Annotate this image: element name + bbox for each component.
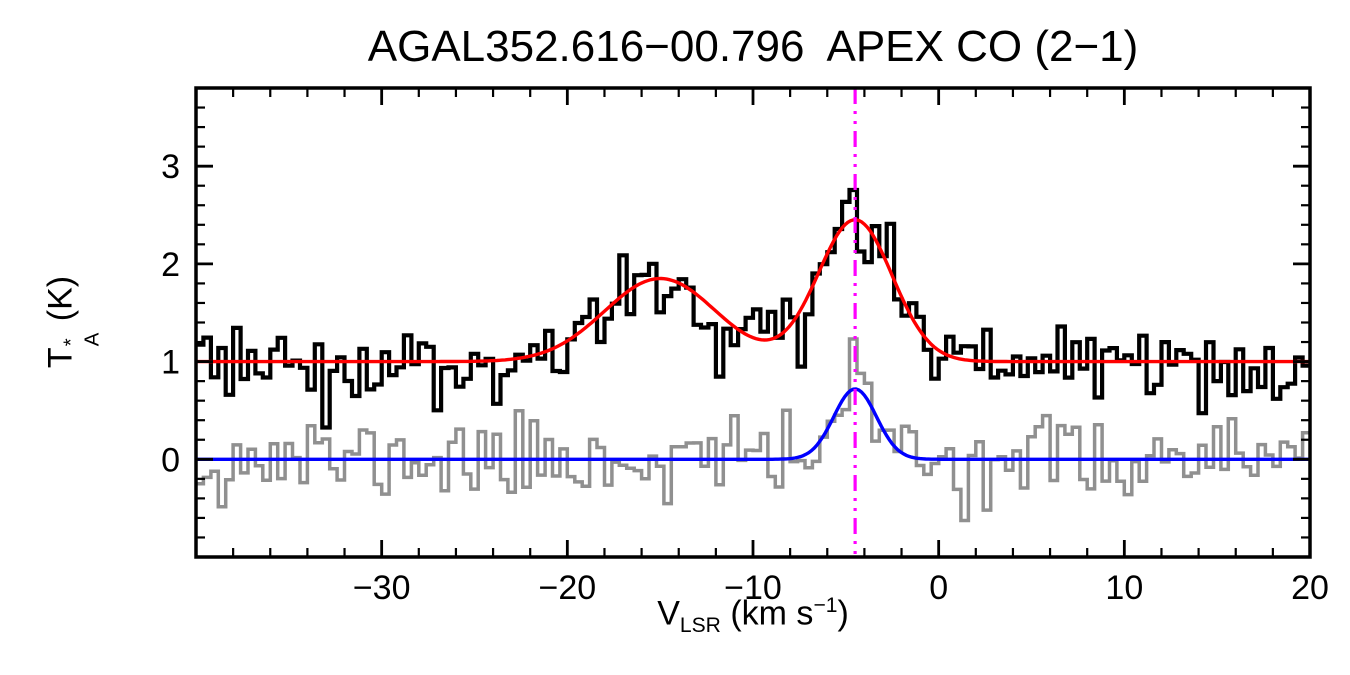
x-tick-label: 0 <box>929 569 948 607</box>
chart-title: AGAL352.616−00.796 APEX CO (2−1) <box>367 22 1139 71</box>
y-label-superscript: * <box>60 338 83 347</box>
x-tick-label: 20 <box>1291 569 1329 607</box>
gaussian-fit-secondary-path <box>196 387 1310 461</box>
x-tick-label: −10 <box>724 569 782 607</box>
x-tick-label: 10 <box>1105 569 1143 607</box>
secondary-spectrum-path <box>196 337 1310 523</box>
x-label-base: V <box>657 594 680 633</box>
plot-data-layer <box>196 187 1310 523</box>
x-tick-label: −20 <box>538 569 596 607</box>
gaussian-fit-main-path <box>196 218 1310 364</box>
axis-frame <box>194 86 1312 559</box>
x-label-unit-suffix: ) <box>837 594 849 633</box>
y-label-scripts: * A <box>60 332 104 347</box>
y-tick-label: 0 <box>161 441 180 479</box>
x-axis-label: VLSR (km s−1) <box>657 594 849 638</box>
y-tick-label: 3 <box>161 148 180 186</box>
y-label-subscript: A <box>81 332 104 347</box>
y-label-unit: (K) <box>41 275 80 331</box>
y-axis-label: T * A (K) <box>41 275 104 369</box>
x-label-unit-prefix: (km s <box>720 594 814 633</box>
observed-spectrum-path <box>196 187 1310 430</box>
y-tick-label: 2 <box>161 246 180 284</box>
x-tick-label: −30 <box>353 569 411 607</box>
y-tick-label: 1 <box>161 344 180 382</box>
y-label-base: T <box>41 347 80 369</box>
x-label-exponent: −1 <box>813 594 838 617</box>
x-label-subscript: LSR <box>679 614 721 638</box>
